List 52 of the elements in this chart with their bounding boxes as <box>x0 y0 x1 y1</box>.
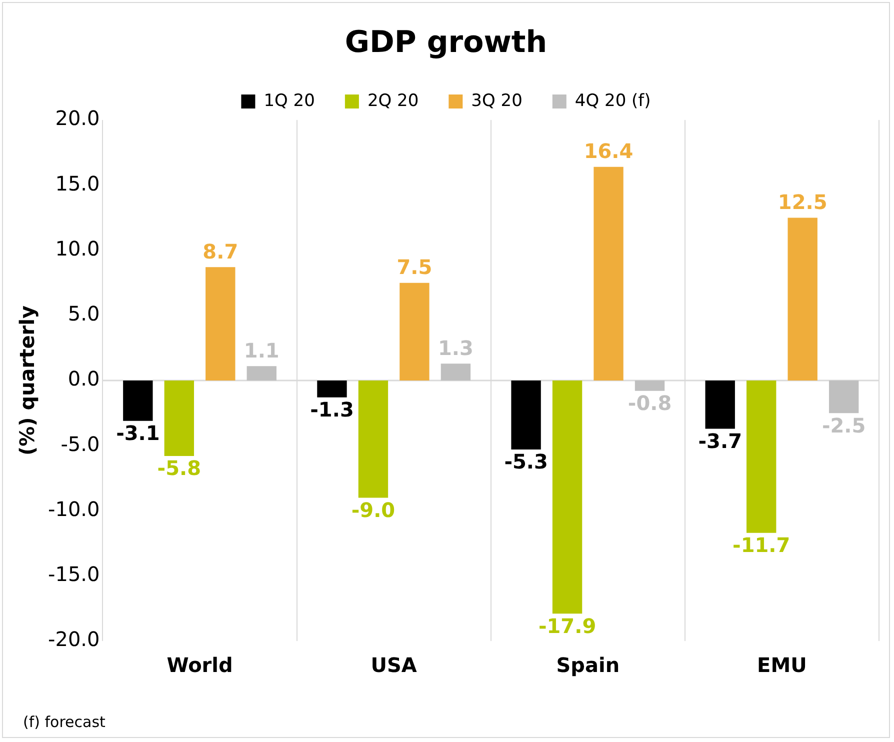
bar <box>594 166 624 380</box>
bar <box>206 267 236 380</box>
x-tick-label: Spain <box>556 653 620 678</box>
data-label: -5.8 <box>157 456 202 480</box>
bar <box>246 366 276 380</box>
bar <box>317 380 347 398</box>
data-label: 1.1 <box>244 338 280 362</box>
legend-label: 4Q 20 (f) <box>574 90 651 111</box>
bar <box>123 380 153 421</box>
x-tick-label: USA <box>370 653 418 678</box>
data-label: -2.5 <box>822 413 866 438</box>
legend-label: 1Q 20 <box>264 90 315 111</box>
y-tick-label: 5.0 <box>68 302 100 326</box>
y-tick-label: 10.0 <box>55 236 100 260</box>
data-label: 7.5 <box>396 255 432 280</box>
y-tick-label: 20.0 <box>55 106 100 130</box>
y-axis-title: (%) quarterly <box>15 305 40 456</box>
bar <box>828 380 859 414</box>
data-label: -5.3 <box>504 450 548 474</box>
y-tick-label: -20.0 <box>48 627 100 652</box>
data-label: -3.7 <box>698 428 742 453</box>
y-tick-label: 15.0 <box>55 171 100 196</box>
data-label: 8.7 <box>202 239 238 264</box>
data-label: 1.3 <box>438 336 474 360</box>
legend-label: 3Q 20 <box>471 90 522 111</box>
data-label: -11.7 <box>732 533 790 558</box>
x-tick-label: World <box>166 653 233 678</box>
bar <box>164 380 194 456</box>
y-tick-label: -5.0 <box>60 432 100 456</box>
x-tick-label: EMU <box>757 653 807 678</box>
bar <box>705 380 735 429</box>
bar <box>788 218 818 380</box>
legend-label: 2Q 20 <box>367 90 419 111</box>
bar <box>552 380 582 614</box>
data-label: -17.9 <box>538 614 596 638</box>
y-tick-label: -15.0 <box>48 562 100 586</box>
bar <box>746 380 776 533</box>
data-label: 16.4 <box>584 139 634 164</box>
data-label: -3.1 <box>116 421 160 446</box>
bar <box>634 380 665 391</box>
y-tick-label: 0.0 <box>68 366 100 391</box>
data-label: -1.3 <box>310 398 354 422</box>
data-label: -0.8 <box>628 391 672 416</box>
data-label: -9.0 <box>351 498 396 522</box>
bar <box>440 364 471 380</box>
y-tick-label: -10.0 <box>48 496 100 521</box>
text: (f) forecast <box>23 713 106 731</box>
data-label: 12.5 <box>778 190 828 214</box>
chart-title: GDP growth <box>344 25 548 60</box>
bar <box>511 380 541 450</box>
bar <box>400 282 430 380</box>
bar <box>358 380 388 498</box>
